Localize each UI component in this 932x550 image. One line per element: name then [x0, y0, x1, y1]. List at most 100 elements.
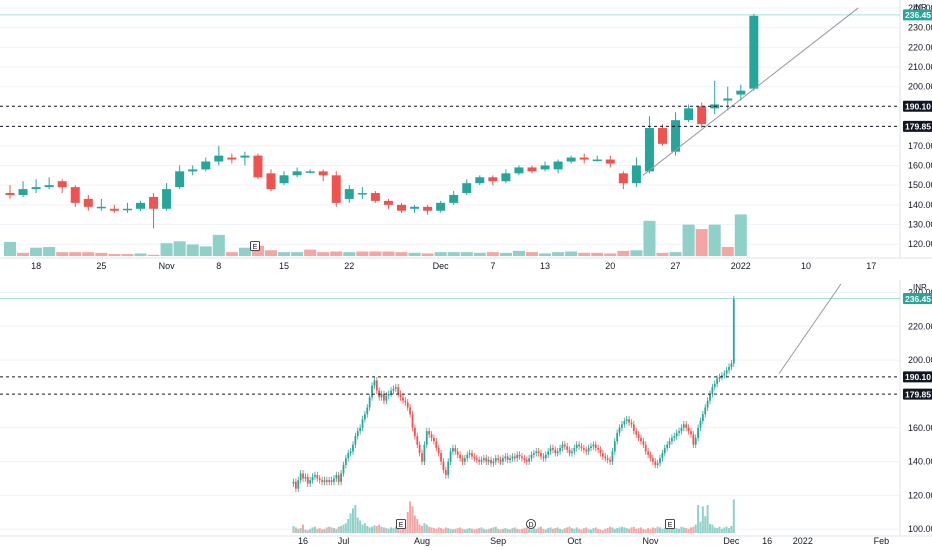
daily-volume-bar — [669, 252, 682, 256]
overview-volume-bar — [661, 528, 664, 533]
daily-volume-bar — [695, 229, 708, 256]
overview-volume-bar — [330, 527, 333, 533]
overview-volume-bar — [663, 528, 666, 533]
dividend-marker-icon — [526, 519, 536, 529]
overview-candle-body — [302, 473, 304, 479]
daily-candle-body — [96, 206, 106, 209]
daily-candle-body — [749, 15, 759, 89]
overview-chart-panel[interactable]: 240.00 220.00 200.00 160.00 140.00 120.00 100.… — [0, 280, 932, 550]
overview-candle-body — [392, 388, 395, 391]
overview-volume-bar — [635, 528, 638, 533]
overview-volume-bar — [701, 506, 704, 533]
daily-volume-bar — [460, 252, 473, 256]
overview-volume-bar — [673, 527, 676, 533]
overview-y-tick-label: 200.00 — [908, 355, 932, 365]
overview-candle-body — [366, 407, 369, 415]
daily-candle-body — [175, 171, 185, 188]
overview-volume-bar — [632, 526, 635, 533]
overview-candle-body — [349, 451, 352, 454]
overview-volume-bar — [554, 528, 557, 533]
daily-x-tick-label: 8 — [216, 261, 221, 271]
daily-volume-bar — [69, 252, 82, 256]
overview-candle-body — [609, 459, 611, 462]
daily-volume-bar — [278, 252, 291, 256]
overview-volume-bar — [675, 528, 678, 533]
overview-candle-body — [399, 393, 402, 398]
overview-volume-bar — [563, 528, 566, 533]
overview-volume-bar — [594, 527, 597, 533]
overview-volume-bar — [490, 528, 493, 533]
overview-y-tick-label: 120.00 — [908, 490, 932, 500]
daily-x-tick-label: 27 — [671, 261, 681, 271]
overview-volume-bar — [323, 528, 326, 533]
overview-candle-body — [411, 414, 414, 428]
overview-volume-bar — [597, 528, 600, 533]
overview-candle-body — [556, 451, 559, 454]
daily-candle-body — [540, 165, 550, 170]
chart-overlay: 236.45 190.10 179.85 236.45 190.10 179.85 E E D E — [0, 9, 932, 529]
daily-y-tick-label: 140.00 — [908, 200, 932, 210]
overview-candle-body — [561, 444, 564, 449]
daily-volume-bar — [447, 252, 460, 256]
overview-volume-bar — [461, 528, 464, 533]
overview-candle-body — [373, 380, 376, 386]
overview-candle-body — [611, 451, 614, 462]
overview-volume-bar — [449, 528, 452, 533]
overview-volume-bar — [475, 528, 478, 533]
daily-volume-bar — [525, 252, 539, 256]
daily-chart-panel[interactable]: 240.00230.00220.00210.00200.00180.00170.… — [0, 0, 932, 276]
overview-volume-bar — [356, 517, 359, 533]
overview-volume-bar — [451, 529, 454, 533]
daily-volume-bar — [121, 254, 134, 256]
overview-y-tick-label: 220.00 — [908, 321, 932, 331]
overview-volume-bar — [354, 505, 357, 533]
daily-volume-bar — [3, 241, 17, 256]
overview-x-tick-label: Feb — [874, 536, 890, 546]
overview-candle-body — [582, 448, 585, 450]
overview-candle-body — [521, 456, 523, 459]
overview-candle-body — [473, 456, 476, 459]
overview-candle-body — [409, 407, 412, 415]
overview-volume-bar — [732, 499, 735, 533]
overview-volume-bar — [344, 523, 347, 533]
overview-volume-bar — [618, 527, 621, 533]
overview-volume-bar — [720, 528, 723, 533]
overview-volume-bar — [570, 528, 573, 533]
daily-candle-body — [449, 194, 459, 203]
overview-candle-body — [606, 458, 609, 460]
overview-volume-bar — [304, 529, 307, 533]
overview-volume-bar — [347, 519, 350, 533]
overview-volume-bar — [711, 524, 714, 533]
overview-candle-body — [385, 395, 388, 401]
overview-x-tick-label: Dec — [723, 536, 740, 546]
overview-candle-body — [478, 459, 481, 462]
daily-candle-body — [109, 208, 119, 211]
daily-volume-bar — [82, 252, 95, 256]
overview-candle-body — [580, 446, 583, 449]
daily-y-tick-label: 150.00 — [908, 180, 932, 190]
overview-candle-body — [728, 366, 730, 371]
daily-candle-body — [475, 177, 485, 184]
overview-candle-body — [321, 480, 323, 482]
overview-candle-body — [390, 390, 392, 394]
overview-candle-body — [706, 400, 709, 408]
daily-volume-bar — [147, 254, 160, 256]
overview-volume-bar — [447, 528, 450, 533]
overview-candle-body — [563, 444, 566, 447]
daily-candle-body — [397, 204, 406, 211]
overview-volume-bar — [306, 530, 309, 533]
daily-candle-body — [423, 206, 433, 211]
overview-candle-body — [428, 431, 431, 435]
overview-candle-body — [637, 434, 640, 438]
overview-volume-bar — [699, 521, 702, 533]
daily-candle-body — [149, 196, 159, 209]
overview-y-tick-label: 160.00 — [908, 423, 932, 433]
overview-candle-body — [525, 459, 528, 462]
overview-candle-body — [542, 456, 545, 459]
daily-volume-bar — [30, 247, 43, 256]
overview-volume-bar — [437, 527, 440, 533]
overview-volume-bar — [709, 523, 711, 533]
overview-candle-body — [571, 451, 573, 454]
